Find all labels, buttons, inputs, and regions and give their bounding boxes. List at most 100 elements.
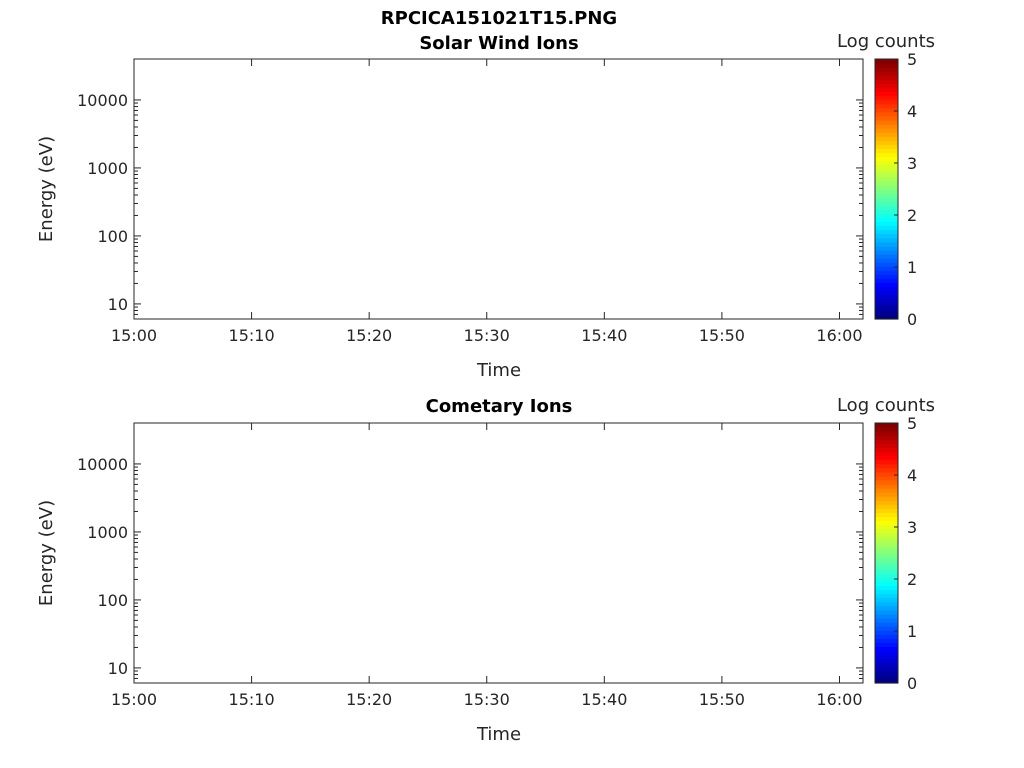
- colorbar-step: [875, 646, 898, 652]
- colorbar-step: [875, 569, 898, 574]
- x-tick-label: 16:00: [816, 690, 862, 709]
- colorbar-step: [875, 91, 898, 97]
- colorbar-step: [875, 160, 898, 166]
- colorbar-step: [875, 132, 898, 137]
- y-tick-label: 10000: [77, 455, 128, 474]
- colorbar-step: [875, 83, 898, 89]
- colorbar-step: [875, 95, 898, 101]
- colorbar-step: [875, 618, 898, 623]
- colorbar-step: [875, 245, 898, 251]
- colorbar-step: [875, 601, 898, 607]
- colorbar-step: [875, 59, 898, 64]
- colorbar-step: [875, 662, 898, 668]
- colorbar-step: [875, 544, 898, 550]
- colorbar-step: [875, 634, 898, 639]
- colorbar-step: [875, 630, 898, 635]
- colorbar-step: [875, 128, 898, 133]
- x-tick-label: 15:40: [581, 690, 627, 709]
- figure-title: RPCICA151021T15.PNG: [381, 8, 617, 29]
- x-tick-label: 15:10: [229, 690, 275, 709]
- colorbar-step: [875, 609, 898, 615]
- colorbar-tick-label: 5: [907, 50, 917, 69]
- y-tick-label: 1000: [87, 523, 128, 542]
- colorbar-step: [875, 168, 898, 174]
- plot-area: [134, 59, 863, 319]
- colorbar-step: [875, 237, 898, 243]
- colorbar-step: [875, 111, 898, 117]
- colorbar-step: [875, 164, 898, 170]
- plot-frame: [133, 58, 864, 320]
- y-tick-label: 10: [108, 659, 128, 678]
- colorbar-step: [875, 258, 898, 263]
- colorbar-step: [875, 626, 898, 631]
- plot-frame: [133, 422, 864, 684]
- colorbar-tick-label: 1: [907, 258, 917, 277]
- colorbar-step: [875, 229, 898, 235]
- colorbar-step: [875, 622, 898, 627]
- x-tick-label: 15:50: [699, 326, 745, 345]
- colorbar-step: [875, 140, 898, 145]
- colorbar-step: [875, 674, 898, 680]
- colorbar-step: [875, 553, 898, 558]
- colorbar-step: [875, 274, 898, 279]
- colorbar-step: [875, 290, 898, 296]
- colorbar-step: [875, 540, 898, 546]
- colorbar-step: [875, 561, 898, 566]
- x-axis-label: Time: [476, 360, 521, 381]
- x-tick-label: 16:00: [816, 326, 862, 345]
- colorbar-step: [875, 87, 898, 93]
- x-tick-label: 15:40: [581, 326, 627, 345]
- x-tick-label: 15:20: [346, 326, 392, 345]
- y-tick-label: 100: [97, 227, 128, 246]
- y-axis-label: Energy (eV): [36, 136, 57, 242]
- colorbar-step: [875, 144, 898, 149]
- colorbar-step: [875, 262, 898, 267]
- colorbar-step: [875, 670, 898, 676]
- colorbar-step: [875, 193, 898, 198]
- colorbar-step: [875, 589, 898, 595]
- colorbar-step: [875, 577, 898, 583]
- colorbar-label: Log counts: [837, 395, 935, 416]
- colorbar-step: [875, 99, 898, 105]
- colorbar-step: [875, 314, 898, 320]
- colorbar-step: [875, 298, 898, 304]
- colorbar-step: [875, 225, 898, 231]
- colorbar-step: [875, 249, 898, 255]
- colorbar-step: [875, 597, 898, 603]
- colorbar-step: [875, 79, 898, 84]
- colorbar-frame: [874, 58, 899, 320]
- colorbar-step: [875, 71, 898, 76]
- colorbar-step: [875, 217, 898, 223]
- x-tick-label: 15:50: [699, 690, 745, 709]
- plot-area: [134, 423, 863, 683]
- colorbar-step: [875, 254, 898, 259]
- colorbar-step: [875, 306, 898, 312]
- colorbar-step: [875, 557, 898, 562]
- colorbar-step: [875, 536, 898, 542]
- colorbar-step: [875, 278, 898, 284]
- x-tick-label: 15:30: [464, 690, 510, 709]
- colorbar-step: [875, 201, 898, 206]
- colorbar-step: [875, 209, 898, 214]
- colorbar-tick-label: 3: [907, 154, 917, 173]
- x-axis-ticks: 15:00 15:10 15:20 15:30 15:40 15:50 16:00: [111, 423, 863, 709]
- colorbar-step: [875, 650, 898, 656]
- colorbar-step: [875, 581, 898, 587]
- colorbar-tick-label: 2: [907, 206, 917, 225]
- colorbar-step: [875, 548, 898, 554]
- colorbar-step: [875, 184, 898, 190]
- colorbar-step: [875, 221, 898, 227]
- colorbar-step: [875, 678, 898, 684]
- colorbar-step: [875, 532, 898, 538]
- colorbar-step: [875, 666, 898, 672]
- colorbar-step: [875, 270, 898, 275]
- y-tick-label: 10: [108, 295, 128, 314]
- colorbar-step: [875, 180, 898, 186]
- colorbar-step: [875, 573, 898, 578]
- colorbar-step: [875, 136, 898, 141]
- colorbar-step: [875, 152, 898, 158]
